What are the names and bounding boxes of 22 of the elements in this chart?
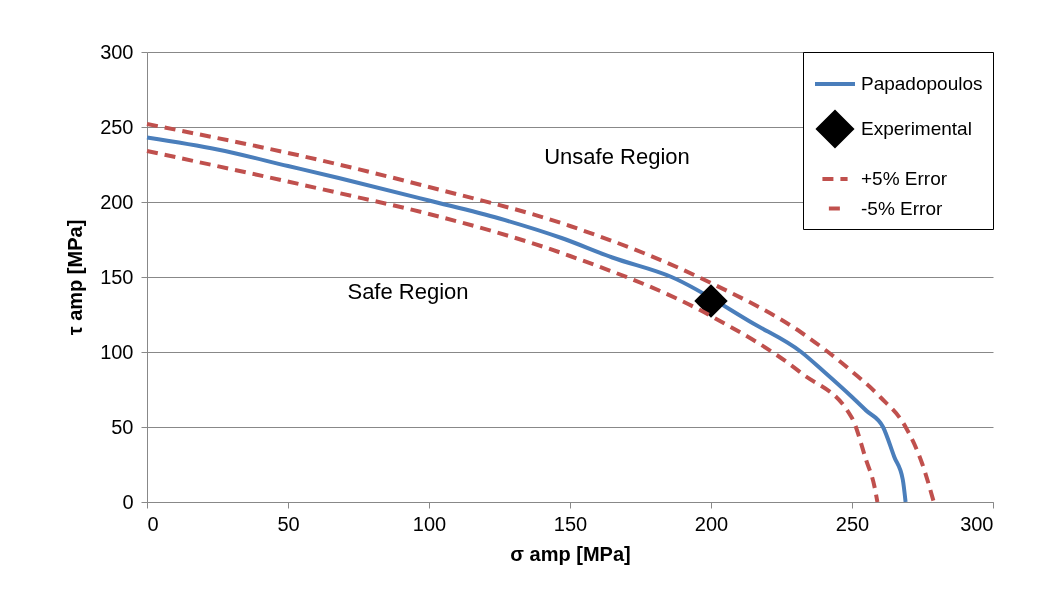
legend-label: Experimental: [861, 118, 972, 139]
x-axis-title: σ amp [MPa]: [510, 542, 631, 565]
x-tick-label: 200: [694, 512, 729, 535]
legend-label: +5% Error: [861, 168, 948, 189]
legend-label: Papadopoulos: [861, 73, 983, 94]
y-tick-label: 300: [100, 40, 134, 63]
annotation: Safe Region: [347, 279, 469, 304]
y-axis-title: τ amp [MPa]: [64, 219, 87, 336]
y-tick-label: 200: [100, 190, 134, 213]
y-tick-label: 100: [100, 340, 134, 363]
y-tick-label: 0: [122, 490, 134, 513]
y-tick-label: 150: [100, 265, 134, 288]
annotation: Unsafe Region: [544, 144, 690, 169]
x-tick-label: 150: [553, 512, 588, 535]
x-tick-label: 100: [412, 512, 447, 535]
legend-label: -5% Error: [861, 197, 943, 219]
y-tick-label: 50: [111, 415, 134, 438]
x-tick-label: 0: [147, 512, 159, 535]
x-tick-label: 250: [835, 512, 870, 535]
x-tick-label: 50: [277, 512, 300, 535]
y-tick-label: 250: [100, 115, 134, 138]
x-tick-label: 300: [960, 512, 994, 535]
